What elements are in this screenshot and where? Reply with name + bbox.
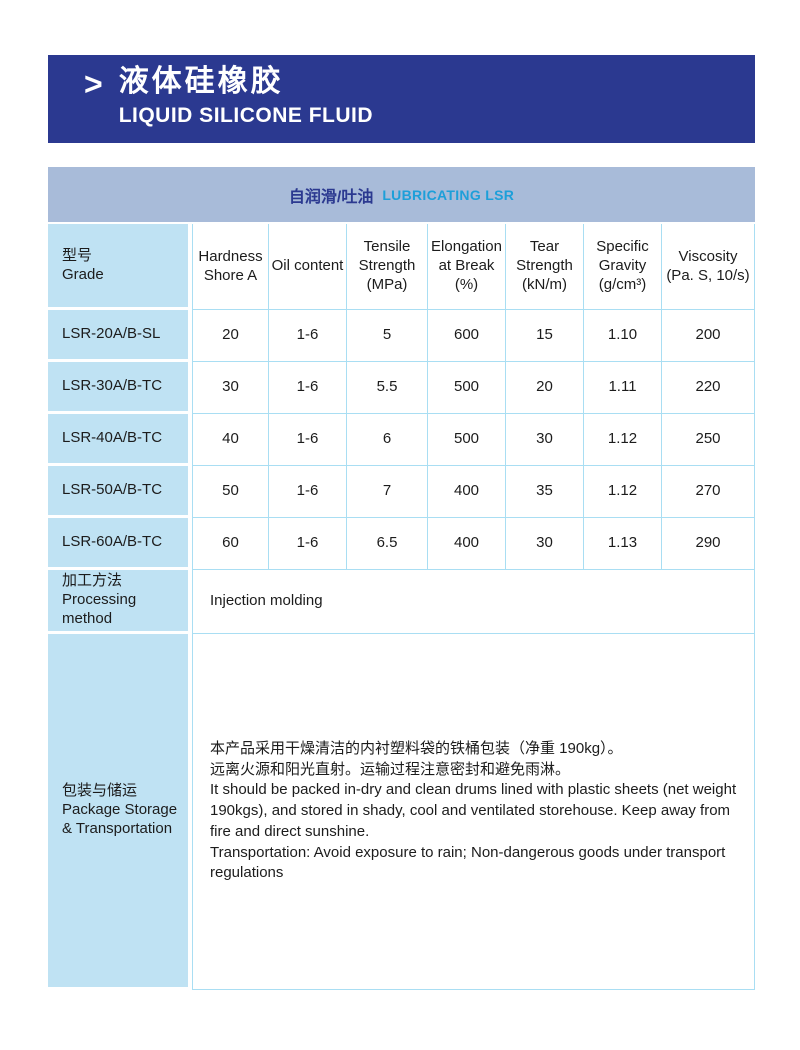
chevron-right-icon: > — [84, 66, 103, 102]
table-row: LSR-50A/B-TC 50 1-6 7 400 35 1.12 270 — [48, 466, 755, 518]
value-cell: 5.5 — [347, 362, 428, 414]
col-header-tear-strength: Tear Strength (kN/m) — [506, 224, 584, 310]
packaging-label-zh: 包装与储运 — [62, 782, 138, 800]
value-cell: 40 — [192, 414, 269, 466]
spec-table: 型号 Grade Hardness Shore A Oil content Te… — [48, 224, 755, 990]
page-title-zh: 液体硅橡胶 — [118, 65, 284, 98]
col-header-elongation: Elongation at Break (%) — [428, 224, 506, 310]
page-banner: > 液体硅橡胶 LIQUID SILICONE FLUID — [48, 55, 755, 143]
processing-method-row: 加工方法 Processing method Injection molding — [48, 570, 755, 634]
value-cell: 290 — [662, 518, 755, 570]
value-cell: 1-6 — [269, 466, 347, 518]
packaging-text: 本产品采用干燥清洁的内衬塑料袋的铁桶包装（净重 190kg）。 远离火源和阳光直… — [210, 739, 740, 884]
processing-method-value: Injection molding — [192, 570, 755, 634]
section-title-en: LUBRICATING LSR — [382, 186, 515, 203]
col-header-grade-en: Grade — [62, 265, 104, 283]
grade-cell: LSR-30A/B-TC — [48, 362, 192, 414]
processing-label-zh: 加工方法 — [62, 572, 123, 590]
value-cell: 1.13 — [584, 518, 662, 570]
value-cell: 5 — [347, 310, 428, 362]
col-header-grade-zh: 型号 — [62, 246, 93, 264]
value-cell: 15 — [506, 310, 584, 362]
section-header: 自润滑/吐油 LUBRICATING LSR — [48, 167, 755, 222]
col-header-hardness: Hardness Shore A — [192, 224, 269, 310]
spec-table-wrap: 型号 Grade Hardness Shore A Oil content Te… — [48, 224, 755, 990]
value-cell: 500 — [428, 362, 506, 414]
value-cell: 600 — [428, 310, 506, 362]
col-header-viscosity: Viscosity (Pa. S, 10/s) — [662, 224, 755, 310]
section-title-zh: 自润滑/吐油 — [288, 188, 374, 206]
value-cell: 1-6 — [269, 414, 347, 466]
page-title-en: LIQUID SILICONE FLUID — [118, 103, 374, 127]
value-cell: 6.5 — [347, 518, 428, 570]
packaging-row: 包装与储运 Package Storage & Transportation 本… — [48, 634, 755, 990]
value-cell: 30 — [506, 414, 584, 466]
value-cell: 50 — [192, 466, 269, 518]
value-cell: 20 — [506, 362, 584, 414]
value-cell: 400 — [428, 518, 506, 570]
value-cell: 1-6 — [269, 362, 347, 414]
packaging-value: 本产品采用干燥清洁的内衬塑料袋的铁桶包装（净重 190kg）。 远离火源和阳光直… — [192, 634, 755, 990]
packaging-line: It should be packed in-dry and clean dru… — [210, 781, 737, 840]
value-cell: 1.12 — [584, 414, 662, 466]
value-cell: 1-6 — [269, 518, 347, 570]
value-cell: 500 — [428, 414, 506, 466]
value-cell: 270 — [662, 466, 755, 518]
table-row: LSR-30A/B-TC 30 1-6 5.5 500 20 1.11 220 — [48, 362, 755, 414]
processing-method-label: 加工方法 Processing method — [48, 570, 192, 634]
packaging-label-en: Package Storage & Transportation — [62, 801, 178, 837]
value-cell: 1.11 — [584, 362, 662, 414]
value-cell: 30 — [192, 362, 269, 414]
table-row: LSR-60A/B-TC 60 1-6 6.5 400 30 1.13 290 — [48, 518, 755, 570]
value-cell: 1-6 — [269, 310, 347, 362]
packaging-label: 包装与储运 Package Storage & Transportation — [48, 634, 192, 990]
col-header-oil-content: Oil content — [269, 224, 347, 310]
value-cell: 20 — [192, 310, 269, 362]
value-cell: 220 — [662, 362, 755, 414]
value-cell: 6 — [347, 414, 428, 466]
col-header-tensile-strength: Tensile Strength (MPa) — [347, 224, 428, 310]
value-cell: 250 — [662, 414, 755, 466]
header-row: 型号 Grade Hardness Shore A Oil content Te… — [48, 224, 755, 310]
grade-cell: LSR-60A/B-TC — [48, 518, 192, 570]
value-cell: 35 — [506, 466, 584, 518]
value-cell: 7 — [347, 466, 428, 518]
table-row: LSR-40A/B-TC 40 1-6 6 500 30 1.12 250 — [48, 414, 755, 466]
grade-cell: LSR-40A/B-TC — [48, 414, 192, 466]
table-row: LSR-20A/B-SL 20 1-6 5 600 15 1.10 200 — [48, 310, 755, 362]
processing-label-en: Processing method — [62, 591, 137, 627]
value-cell: 200 — [662, 310, 755, 362]
col-header-specific-gravity: Specific Gravity (g/cm³) — [584, 224, 662, 310]
packaging-line: 本产品采用干燥清洁的内衬塑料袋的铁桶包装（净重 190kg）。 — [210, 740, 623, 758]
value-cell: 400 — [428, 466, 506, 518]
col-header-grade: 型号 Grade — [48, 224, 192, 310]
grade-cell: LSR-20A/B-SL — [48, 310, 192, 362]
packaging-line: 远离火源和阳光直射。运输过程注意密封和避免雨淋。 — [210, 760, 571, 778]
value-cell: 1.12 — [584, 466, 662, 518]
value-cell: 30 — [506, 518, 584, 570]
value-cell: 60 — [192, 518, 269, 570]
value-cell: 1.10 — [584, 310, 662, 362]
grade-cell: LSR-50A/B-TC — [48, 466, 192, 518]
packaging-line: Transportation: Avoid exposure to rain; … — [210, 843, 726, 882]
banner-titles: 液体硅橡胶 LIQUID SILICONE FLUID — [119, 63, 373, 128]
